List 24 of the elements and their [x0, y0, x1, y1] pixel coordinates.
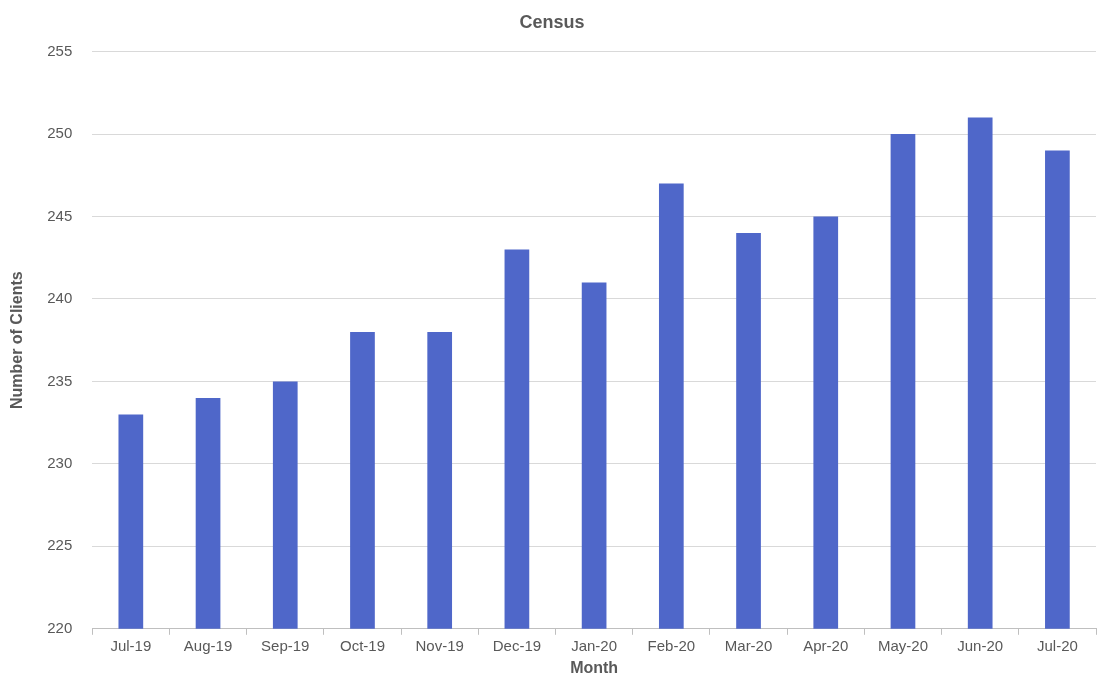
chart-title: Census [519, 11, 585, 32]
x-tick-label: Jan-20 [571, 636, 618, 654]
y-tick-label: 235 [47, 371, 73, 389]
x-tick-label: Apr-20 [803, 636, 849, 654]
x-tick-label: Sep-19 [261, 636, 310, 654]
x-tick-label: Jul-19 [110, 636, 152, 654]
x-tick-label: Jun-20 [957, 636, 1004, 654]
y-tick-label: 230 [47, 454, 73, 472]
x-axis-title: Month [570, 658, 619, 676]
y-tick-label: 225 [47, 536, 73, 554]
y-tick-label: 255 [47, 41, 73, 59]
y-tick-label: 245 [47, 206, 73, 224]
y-tick-label: 220 [47, 618, 73, 636]
y-tick-label: 250 [47, 124, 73, 142]
x-tick-label: Jul-20 [1036, 636, 1078, 654]
x-tick-label: May-20 [877, 636, 928, 654]
x-tick-label: Dec-19 [492, 636, 542, 654]
x-tick-label: Oct-19 [339, 636, 385, 654]
y-axis-title: Number of Clients [8, 271, 26, 410]
x-tick-label: Aug-19 [183, 636, 233, 654]
y-tick-label: 240 [47, 289, 73, 307]
x-tick-label: Mar-20 [724, 636, 773, 654]
x-tick-label: Nov-19 [415, 636, 464, 654]
x-tick-label: Feb-20 [647, 636, 696, 654]
